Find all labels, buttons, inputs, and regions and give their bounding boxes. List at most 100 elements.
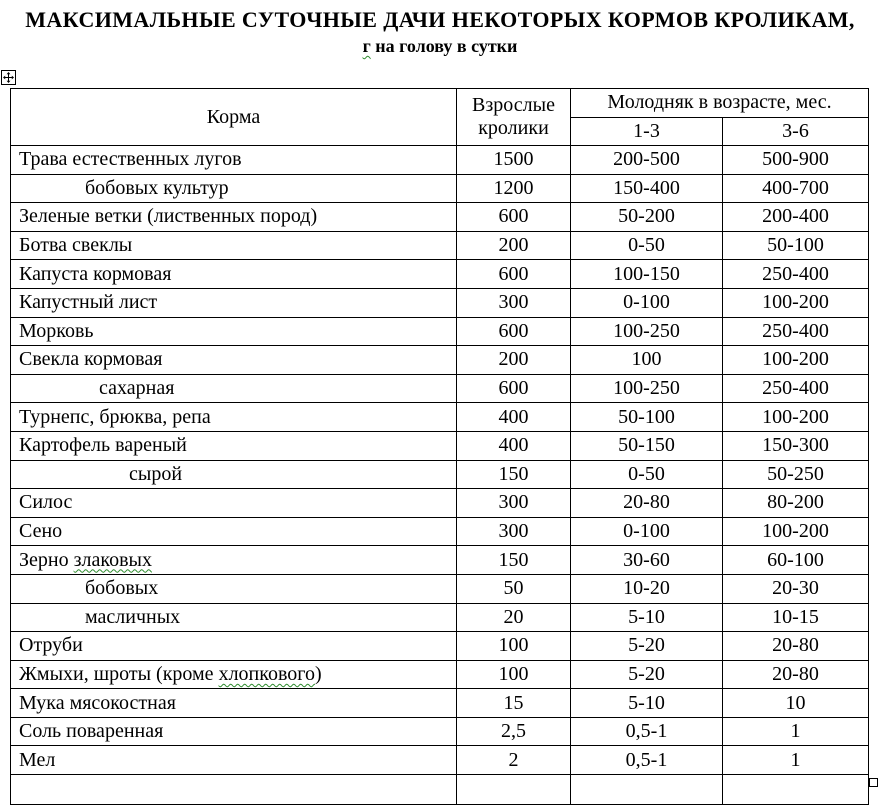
feed-name-cell: Морковь [10, 316, 457, 347]
feed-name-cell: масличных [10, 602, 457, 633]
table-row-empty [10, 774, 869, 805]
young-1-3-value-cell: 0-50 [570, 230, 723, 261]
young-3-6-value-cell: 250-400 [722, 373, 869, 404]
young-3-6-value-cell [722, 774, 869, 805]
young-1-3-value-cell: 50-150 [570, 430, 723, 461]
table-move-handle[interactable] [1, 70, 16, 85]
young-1-3-value-cell: 100-150 [570, 259, 723, 289]
young-1-3-value-cell: 30-60 [570, 545, 723, 575]
table-row: Зеленые ветки (лиственных пород) 600 50-… [10, 202, 869, 232]
young-1-3-value-cell: 5-10 [570, 602, 723, 633]
feed-name-cell: Силос [10, 488, 457, 518]
feed-name-cell: Свекла кормовая [10, 345, 457, 375]
table-row: Капуста кормовая 600 100-150 250-400 [10, 259, 869, 289]
young-3-6-value-cell: 50-250 [722, 459, 869, 490]
table-row: Мел 2 0,5-1 1 [10, 745, 869, 776]
column-header-young-group: Молодняк в возрасте, мес. [570, 88, 869, 118]
young-3-6-value-cell: 100-200 [722, 402, 869, 432]
feed-name-cell: Турнепс, брюква, репа [10, 402, 457, 432]
adult-value-cell: 2 [456, 745, 571, 776]
young-3-6-value-cell: 1 [722, 745, 869, 776]
adult-value-cell: 1500 [456, 145, 571, 175]
feed-name-cell: Ботва свеклы [10, 230, 457, 261]
feed-name-cell: сахарная [10, 373, 457, 404]
young-1-3-value-cell: 100 [570, 345, 723, 375]
young-1-3-value-cell: 200-500 [570, 145, 723, 175]
column-header-adult: Взрослые кролики [456, 88, 571, 146]
table-row: масличных 20 5-10 10-15 [10, 602, 869, 633]
table-row: Силос 300 20-80 80-200 [10, 488, 869, 518]
young-1-3-value-cell: 150-400 [570, 173, 723, 204]
young-3-6-value-cell: 100-200 [722, 345, 869, 375]
adult-value-cell: 400 [456, 430, 571, 461]
feed-name-cell: Жмыхи, шроты (кроме хлопкового) [10, 659, 457, 690]
young-3-6-value-cell: 20-30 [722, 573, 869, 604]
young-3-6-value-cell: 250-400 [722, 259, 869, 289]
column-header-young-1-3: 1-3 [570, 116, 723, 146]
adult-value-cell: 2,5 [456, 716, 571, 747]
table-row: Капустный лист 300 0-100 100-200 [10, 287, 869, 318]
adult-value-cell: 1200 [456, 173, 571, 204]
feed-name-cell: Зеленые ветки (лиственных пород) [10, 202, 457, 232]
adult-value-cell: 600 [456, 202, 571, 232]
move-arrows-icon [3, 72, 14, 83]
feed-name-cell: Отруби [10, 631, 457, 661]
young-3-6-value-cell: 10-15 [722, 602, 869, 633]
young-1-3-value-cell: 0-100 [570, 287, 723, 318]
table-row: Трава естественных лугов 1500 200-500 50… [10, 145, 869, 175]
feed-table: Корма Взрослые кролики Молодняк в возраст… [10, 88, 869, 805]
table-row: Жмыхи, шроты (кроме хлопкового) 100 5-20… [10, 659, 869, 690]
young-3-6-value-cell: 20-80 [722, 659, 869, 690]
table-row: сахарная 600 100-250 250-400 [10, 373, 869, 404]
young-3-6-value-cell: 100-200 [722, 287, 869, 318]
adult-value-cell: 150 [456, 459, 571, 490]
young-1-3-value-cell [570, 774, 723, 805]
page-subtitle: г на голову в сутки [0, 36, 880, 57]
adult-value-cell: 600 [456, 259, 571, 289]
table-row: Турнепс, брюква, репа 400 50-100 100-200 [10, 402, 869, 432]
adult-value-cell: 100 [456, 631, 571, 661]
young-3-6-value-cell: 500-900 [722, 145, 869, 175]
column-header-young-3-6: 3-6 [722, 116, 869, 146]
young-3-6-value-cell: 100-200 [722, 516, 869, 547]
young-1-3-value-cell: 10-20 [570, 573, 723, 604]
young-3-6-value-cell: 400-700 [722, 173, 869, 204]
young-1-3-value-cell: 0,5-1 [570, 716, 723, 747]
page-title: МАКСИМАЛЬНЫЕ СУТОЧНЫЕ ДАЧИ НЕКОТОРЫХ КОР… [25, 7, 855, 32]
feed-name-spellchecked-word: хлопкового [218, 662, 315, 685]
feed-name-cell: Соль поваренная [10, 716, 457, 747]
header-row-sub: 1-3 3-6 [11, 116, 869, 146]
column-header-adult-line2: кролики [478, 117, 549, 139]
table-row: Отруби 100 5-20 20-80 [10, 631, 869, 661]
table-row: Свекла кормовая 200 100 100-200 [10, 345, 869, 375]
feed-name-cell: Зерно злаковых [10, 545, 457, 575]
feed-name-cell: Мел [10, 745, 457, 776]
feed-name-part: Жмыхи, шроты (кроме [19, 662, 219, 685]
young-3-6-value-cell: 60-100 [722, 545, 869, 575]
young-3-6-value-cell: 200-400 [722, 202, 869, 232]
young-3-6-value-cell: 50-100 [722, 230, 869, 261]
young-1-3-value-cell: 0-50 [570, 459, 723, 490]
young-1-3-value-cell: 100-250 [570, 316, 723, 347]
adult-value-cell: 15 [456, 688, 571, 718]
adult-value-cell: 100 [456, 659, 571, 690]
feed-name-part: Зерно [19, 548, 74, 571]
young-1-3-value-cell: 5-20 [570, 631, 723, 661]
subtitle-rest: на голову в сутки [370, 36, 518, 56]
feed-name-cell [10, 774, 457, 805]
adult-value-cell: 300 [456, 488, 571, 518]
feed-name-cell: бобовых [10, 573, 457, 604]
table-resize-handle[interactable] [869, 778, 878, 787]
adult-value-cell: 200 [456, 345, 571, 375]
table-row: Соль поваренная 2,5 0,5-1 1 [10, 716, 869, 747]
young-1-3-value-cell: 50-200 [570, 202, 723, 232]
feed-name-cell: Трава естественных лугов [10, 145, 457, 175]
table-row: бобовых 50 10-20 20-30 [10, 573, 869, 604]
feed-name-cell: Картофель вареный [10, 430, 457, 461]
table-row: Картофель вареный 400 50-150 150-300 [10, 430, 869, 461]
young-1-3-value-cell: 0,5-1 [570, 745, 723, 776]
young-3-6-value-cell: 1 [722, 716, 869, 747]
young-3-6-value-cell: 250-400 [722, 316, 869, 347]
header-row-top: Корма Взрослые кролики Молодняк в возраст… [10, 88, 869, 146]
table-row: Зерно злаковых 150 30-60 60-100 [10, 545, 869, 575]
